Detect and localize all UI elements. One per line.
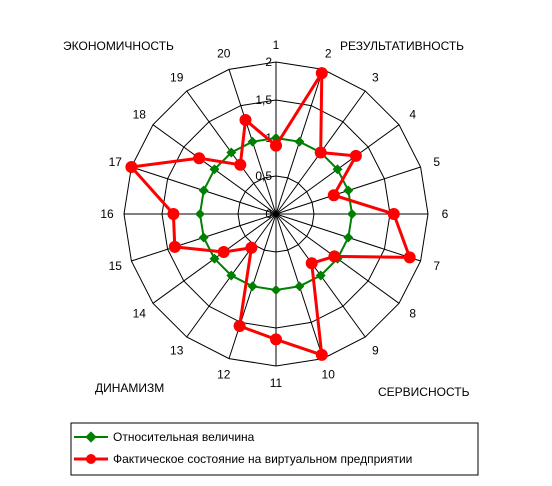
point-s1-8 <box>328 250 341 263</box>
legend-marker-actual <box>86 454 96 464</box>
category-label-14: 14 <box>133 306 147 320</box>
point-s0-13 <box>226 270 237 281</box>
corner-label-top-left: ЭКОНОМИЧНОСТЬ <box>63 39 174 53</box>
point-s1-10 <box>315 348 328 361</box>
point-s0-20 <box>247 136 258 147</box>
point-s1-1 <box>270 139 282 152</box>
corner-label-top-right: РЕЗУЛЬТАТИВНОСТЬ <box>340 39 464 53</box>
radial-tick-3: 1,5 <box>255 93 272 107</box>
point-s1-14 <box>217 246 230 258</box>
category-label-5: 5 <box>433 155 440 169</box>
point-s0-19 <box>226 147 237 158</box>
point-s1-4 <box>349 149 362 162</box>
point-s1-3 <box>314 146 327 159</box>
point-s0-16 <box>195 209 205 219</box>
point-s1-19 <box>234 158 247 171</box>
point-s1-5 <box>327 189 340 202</box>
category-label-15: 15 <box>109 259 123 273</box>
point-s1-2 <box>315 67 328 80</box>
point-s0-7 <box>343 232 354 243</box>
point-s1-16 <box>167 208 180 220</box>
category-label-10: 10 <box>322 368 336 382</box>
category-label-19: 19 <box>170 70 184 84</box>
point-s0-4 <box>332 164 343 175</box>
point-s1-9 <box>305 257 318 270</box>
corner-label-bottom-right: СЕРВИСНОСТЬ <box>378 385 470 399</box>
series-0 <box>195 133 357 295</box>
category-label-8: 8 <box>409 306 416 320</box>
point-s0-11 <box>271 285 281 295</box>
point-s0-18 <box>209 164 220 175</box>
point-s0-10 <box>294 281 305 292</box>
point-s1-12 <box>233 320 246 332</box>
point-s1-18 <box>193 152 206 165</box>
legend: Относительная величина Фактическое состо… <box>70 422 479 476</box>
category-label-16: 16 <box>100 207 114 221</box>
category-label-4: 4 <box>409 108 416 122</box>
point-s0-17 <box>198 185 209 196</box>
point-s0-12 <box>247 281 258 292</box>
point-s1-13 <box>245 241 258 254</box>
point-s0-6 <box>347 209 357 219</box>
category-label-7: 7 <box>433 259 440 273</box>
series-1 <box>125 67 416 361</box>
point-s0-15 <box>198 232 209 243</box>
corner-label-bottom-left: ДИНАМИЗМ <box>95 381 164 395</box>
radial-tick-0: 0 <box>265 207 272 221</box>
category-label-11: 11 <box>270 376 283 390</box>
legend-label-actual: Фактическое состояние на виртуальном пре… <box>113 452 412 466</box>
category-label-20: 20 <box>217 46 231 60</box>
point-s1-7 <box>403 251 416 264</box>
point-s1-11 <box>270 333 282 346</box>
point-s1-17 <box>125 161 138 173</box>
series-layer <box>125 67 416 361</box>
category-label-6: 6 <box>442 207 449 221</box>
point-s0-2 <box>294 136 305 147</box>
point-s0-9 <box>315 270 326 281</box>
point-s0-5 <box>343 185 354 196</box>
point-s0-14 <box>209 253 220 264</box>
point-s1-6 <box>387 208 400 220</box>
category-label-1: 1 <box>273 38 280 52</box>
radial-tick-1: 0,5 <box>255 169 272 183</box>
legend-label-relative: Относительная величина <box>113 430 255 444</box>
point-s1-20 <box>239 114 252 126</box>
category-label-13: 13 <box>170 344 184 358</box>
category-label-17: 17 <box>109 155 123 169</box>
point-s1-15 <box>168 240 181 253</box>
category-label-12: 12 <box>217 368 231 382</box>
category-label-18: 18 <box>133 108 147 122</box>
category-label-3: 3 <box>372 70 379 84</box>
radial-tick-4: 2 <box>265 55 272 69</box>
category-label-2: 2 <box>325 46 332 60</box>
legend-box <box>70 422 479 476</box>
category-label-9: 9 <box>372 344 379 358</box>
